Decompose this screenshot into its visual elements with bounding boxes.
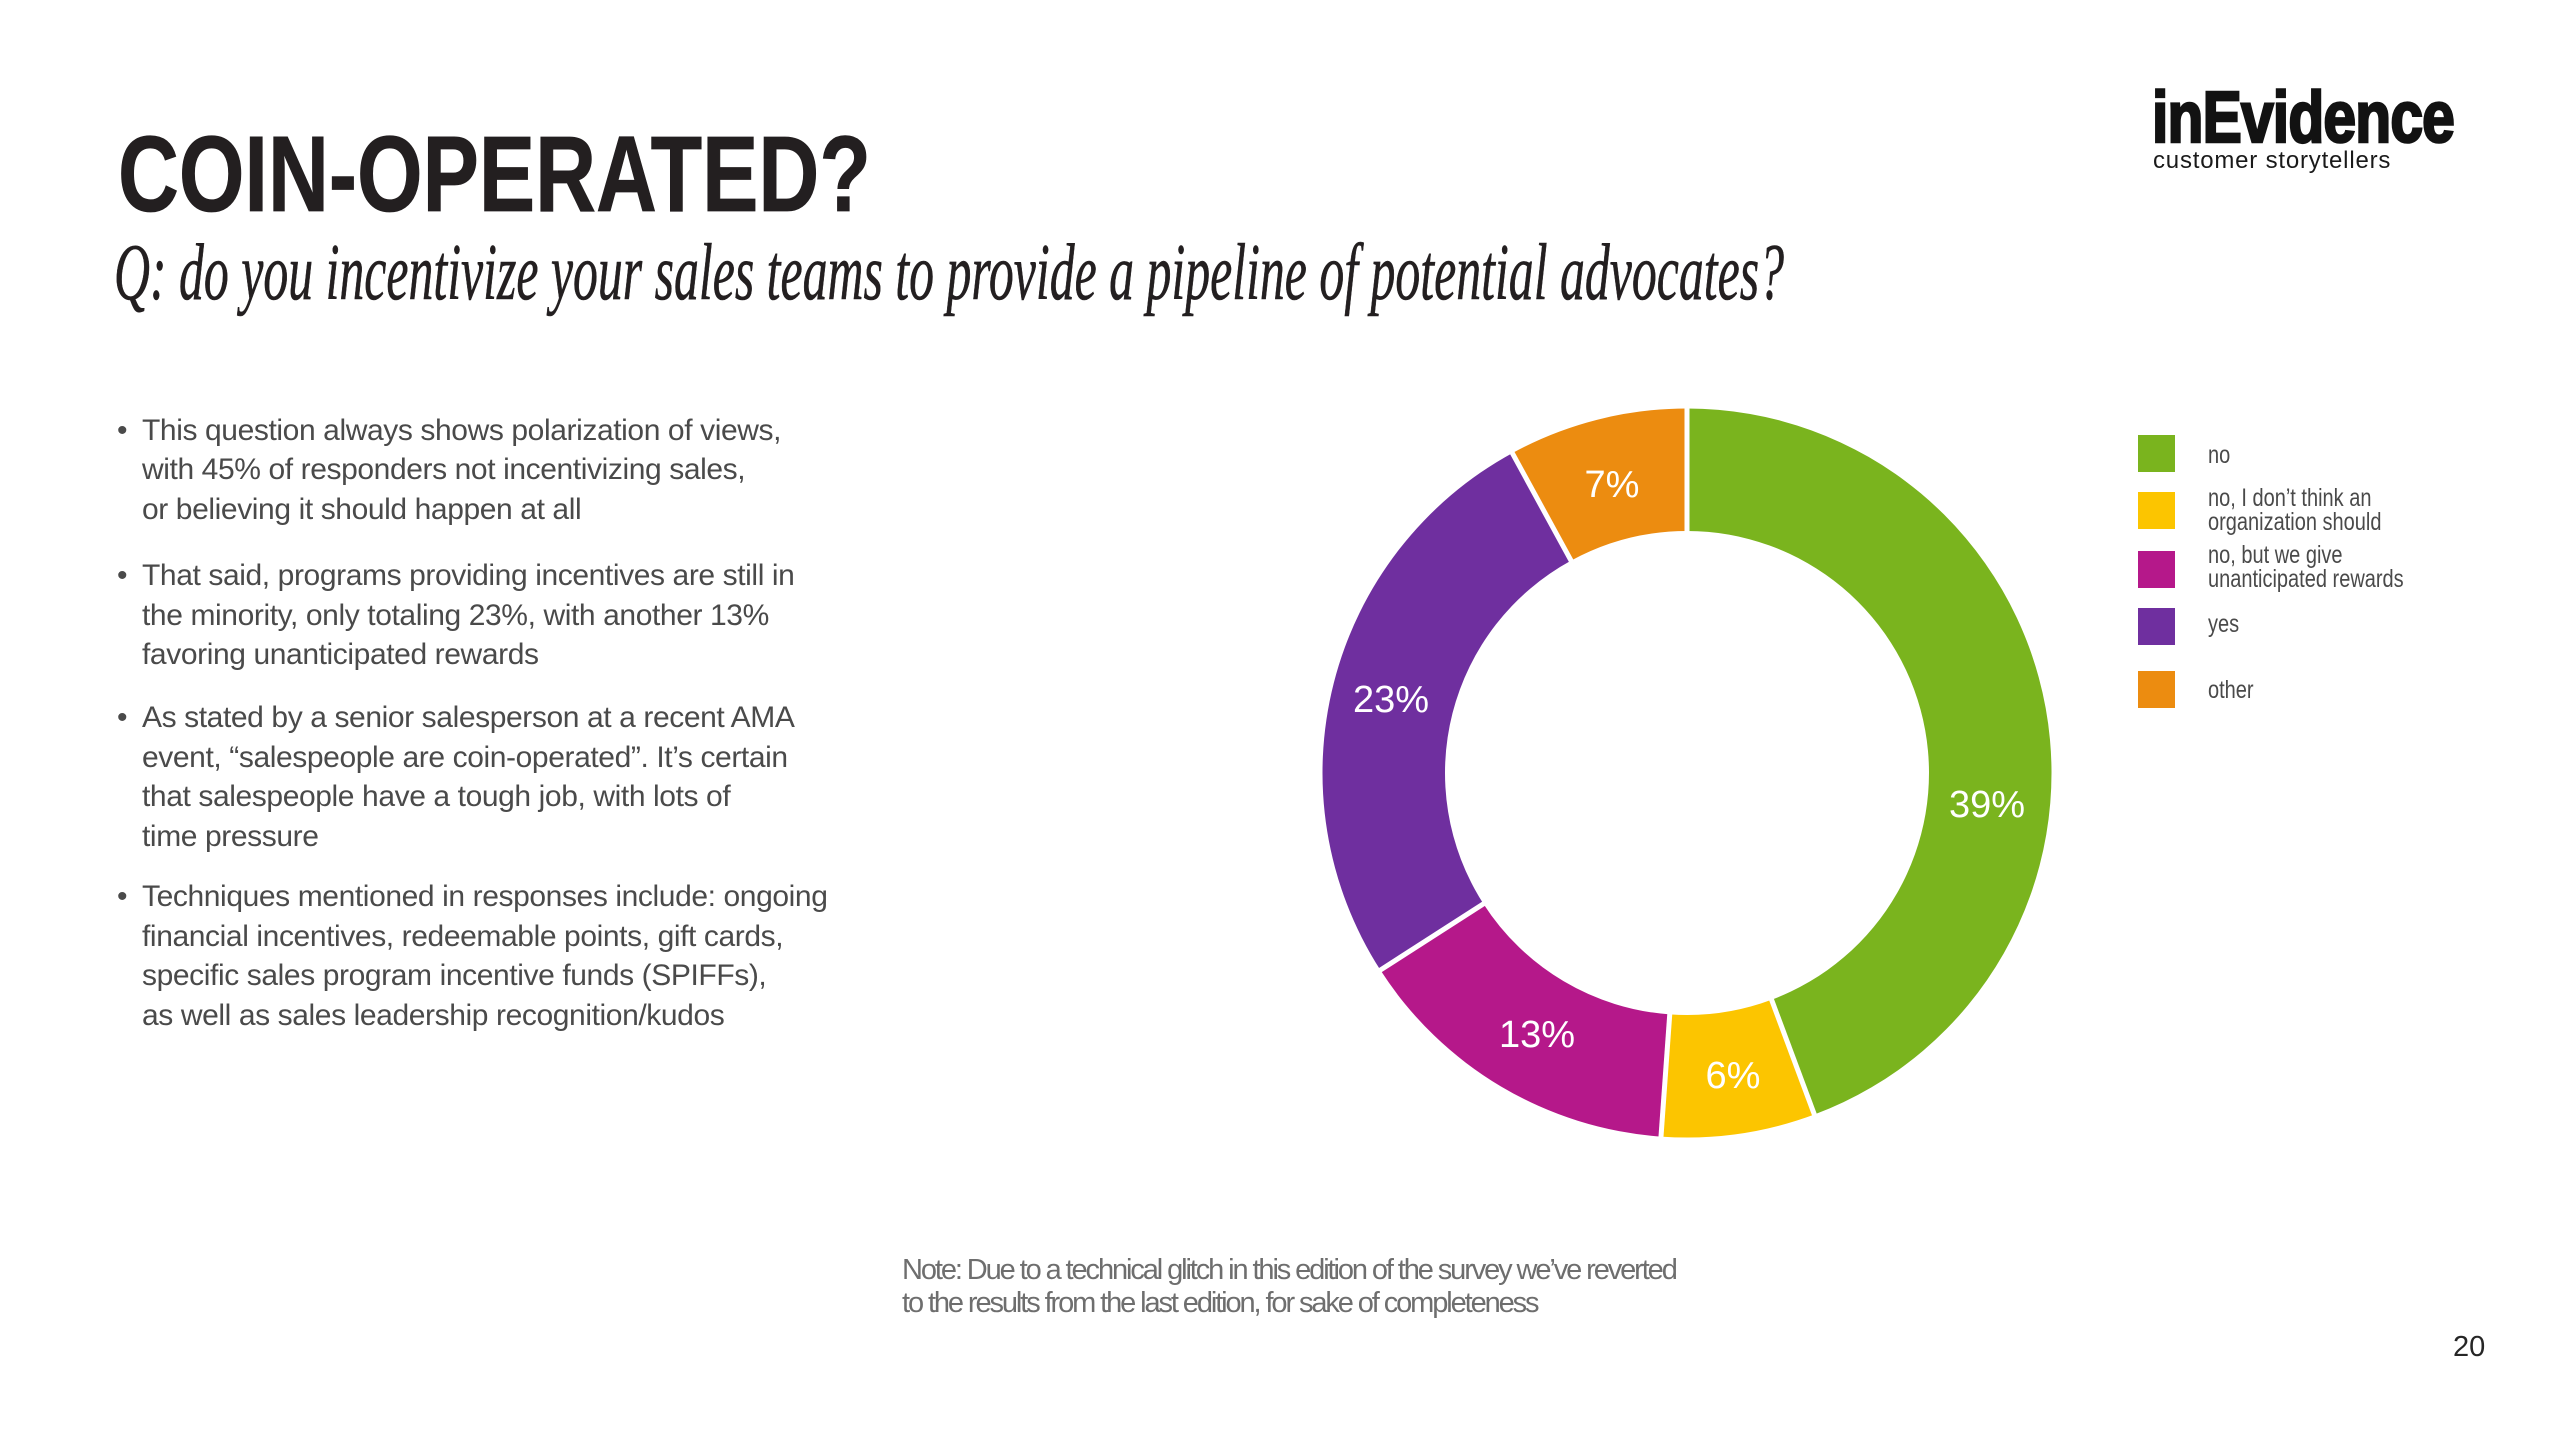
svg-text:6%: 6% (1706, 1055, 1761, 1097)
svg-text:39%: 39% (1949, 784, 2025, 826)
svg-text:23%: 23% (1353, 679, 1429, 721)
svg-text:13%: 13% (1499, 1014, 1575, 1056)
svg-text:7%: 7% (1585, 464, 1640, 506)
